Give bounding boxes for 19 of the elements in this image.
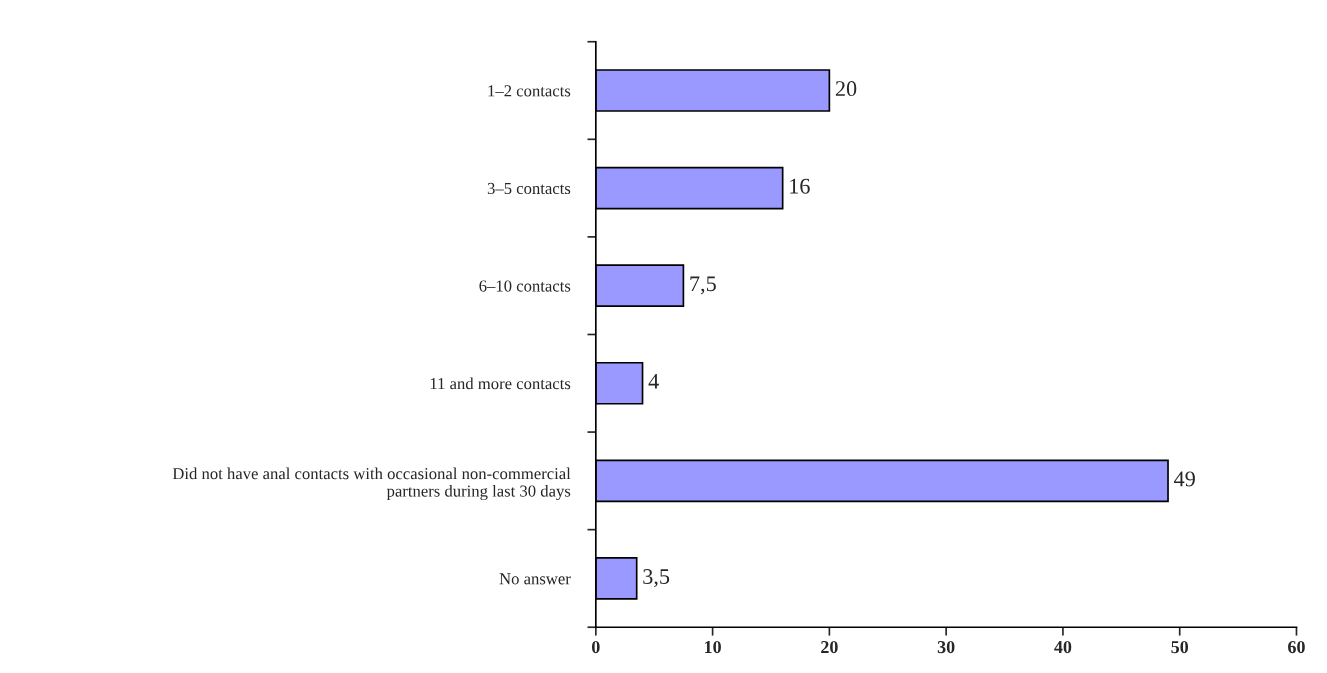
data-label: 4 bbox=[648, 373, 659, 389]
x-tick-label: 40 bbox=[1054, 640, 1072, 654]
y-tick-label: 3–5 contacts bbox=[487, 182, 571, 195]
data-label: 20 bbox=[835, 81, 857, 97]
y-tick-label: 1–2 contacts bbox=[488, 85, 571, 97]
x-tick-label: 0 bbox=[592, 640, 600, 654]
x-tick-label: 20 bbox=[821, 640, 838, 654]
x-tick-label: 60 bbox=[1288, 640, 1305, 654]
data-label: 3,5 bbox=[643, 569, 670, 588]
x-tick-label: 10 bbox=[705, 640, 721, 654]
y-tick-label: 11 and more contacts bbox=[430, 377, 571, 390]
data-label: 7,5 bbox=[690, 276, 716, 295]
data-label: 49 bbox=[1174, 471, 1195, 487]
y-tick-label: 6–10 contacts bbox=[479, 280, 571, 292]
data-label: 16 bbox=[790, 178, 810, 194]
y-tick-label: Did not have anal contacts with occasional non-commercial partners during last 30 days bbox=[172, 467, 571, 501]
y-tick-label: No answer bbox=[499, 573, 571, 585]
x-tick-label: 50 bbox=[1171, 640, 1189, 654]
x-tick-label: 30 bbox=[937, 640, 955, 654]
